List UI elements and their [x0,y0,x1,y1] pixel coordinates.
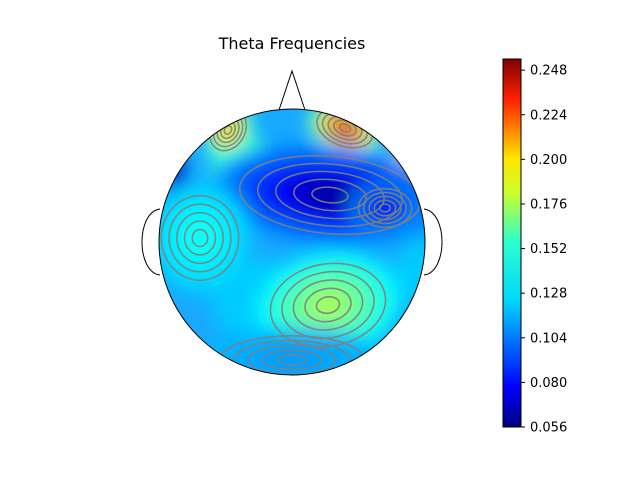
heat-region-temporal-left [191,228,209,248]
contour-line [378,203,392,213]
contour-line [292,279,364,331]
contour-line [223,125,233,135]
contour-line [176,211,225,265]
contour-line [311,186,349,204]
contour-line [293,178,367,212]
heat-region-parietal-right [315,295,341,315]
contour-line [338,123,352,133]
contour-line [269,262,387,348]
contour-line [262,349,322,371]
contour-line [160,194,240,282]
colorbar-tick-label: 0.248 [530,64,567,79]
heat-background-blob [395,240,425,300]
contour-line [315,295,341,315]
left-ear-outline [141,208,161,276]
right-ear-outline [423,208,443,276]
colorbar-tick-label: 0.104 [530,331,567,346]
colorbar-tick-label: 0.200 [530,153,567,168]
chart-title: Theta Frequencies [218,34,366,53]
colorbar-tick-label: 0.176 [530,197,567,212]
contour-line [276,354,308,366]
colorbar-tick-label: 0.056 [530,421,567,436]
contour-line [373,199,397,217]
contour-line [191,228,209,248]
colorbar-tick-label: 0.080 [530,376,567,391]
head-outline [158,108,426,376]
contour-line [368,195,402,221]
colorbar-ticks: 0.056 0.080 0.104 0.128 0.152 0.176 0.200 0.224… [521,64,567,436]
colorbar-tick-label: 0.128 [530,287,567,302]
contour-line [168,203,232,273]
contour-line [304,287,352,323]
contour-line [183,220,217,256]
contour-line [233,339,351,375]
colorbar-tick-label: 0.152 [530,242,567,257]
heat-region-frontal-center [310,186,350,204]
heat-region-occipital [276,354,308,366]
contour-line [362,191,408,225]
contour-line [281,270,375,340]
contour-line [256,162,404,228]
colorbar [502,58,522,428]
topomap-heat [159,109,425,375]
colorbar-tick-label: 0.224 [530,108,567,123]
nose-outline [278,69,306,111]
contour-line [357,187,413,229]
